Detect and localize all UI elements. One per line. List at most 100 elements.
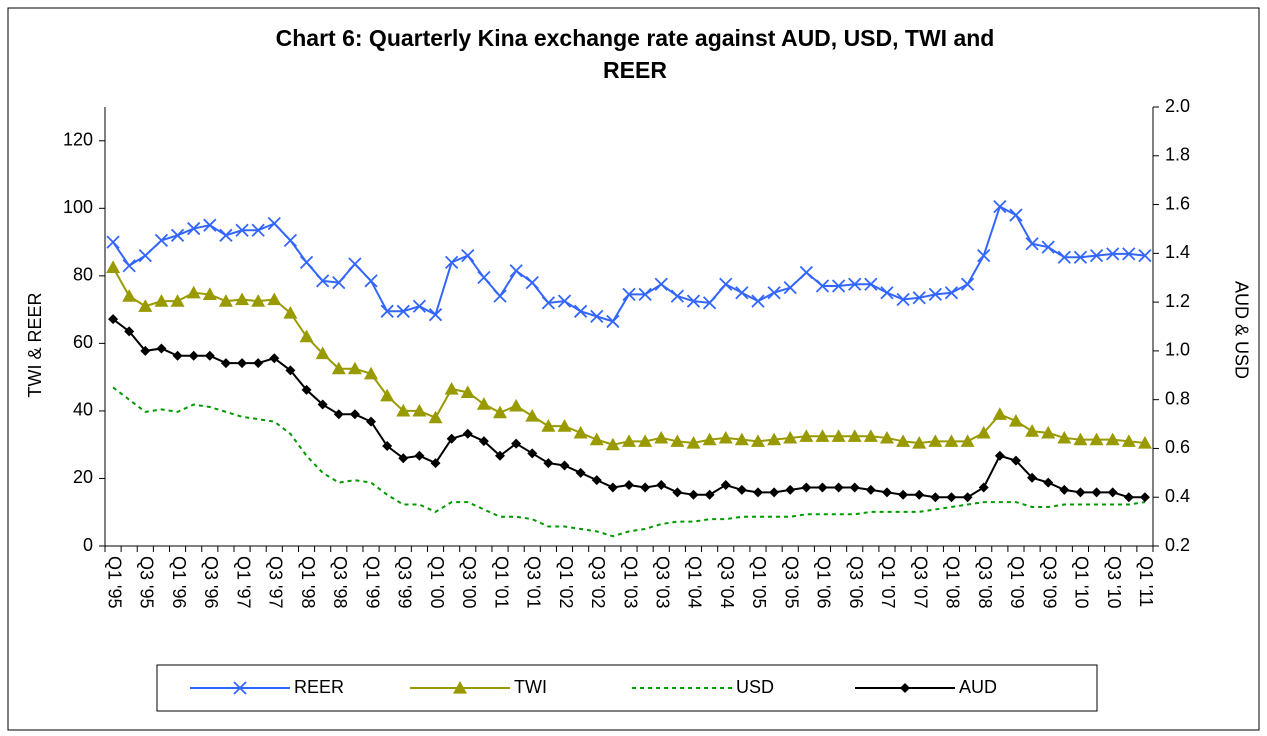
marker	[752, 487, 763, 498]
marker	[106, 260, 121, 274]
marker	[445, 255, 459, 269]
y2-tick-label: 0.8	[1165, 388, 1190, 408]
marker	[896, 292, 910, 307]
marker	[1106, 247, 1120, 261]
marker	[702, 296, 717, 310]
marker	[944, 434, 959, 447]
y2-tick-label: 1.6	[1165, 193, 1190, 213]
x-tick-label: Q1 '97	[233, 556, 253, 608]
marker	[863, 429, 878, 442]
x-tick-label: Q1 '98	[298, 556, 318, 608]
marker	[462, 428, 473, 439]
marker	[235, 292, 250, 306]
marker	[1010, 455, 1021, 466]
y-axis-label: TWI & REER	[25, 292, 45, 397]
marker	[106, 235, 120, 249]
y2-axis-label: AUD & USD	[1231, 281, 1251, 379]
marker	[557, 294, 572, 308]
marker	[831, 429, 846, 442]
marker	[366, 416, 377, 427]
y2-tick-label: 1.0	[1165, 340, 1190, 360]
marker	[881, 487, 892, 498]
marker	[590, 309, 604, 324]
marker	[122, 259, 136, 273]
marker	[1025, 424, 1040, 437]
x-tick-label: Q3 '99	[395, 556, 415, 608]
marker	[541, 419, 556, 432]
marker	[817, 482, 828, 493]
marker	[235, 223, 249, 237]
x-tick-label: Q3 '02	[588, 556, 608, 608]
x-tick-label: Q3 '98	[330, 556, 350, 608]
marker	[900, 683, 910, 693]
x-tick-label: Q3 '97	[266, 556, 286, 608]
x-tick-label: Q3 '03	[652, 556, 672, 608]
marker	[527, 448, 538, 459]
y2-tick-label: 0.6	[1165, 437, 1190, 457]
series-line	[112, 318, 1145, 499]
marker	[1137, 436, 1152, 449]
marker	[446, 433, 457, 444]
x-tick-label: Q1 '00	[427, 556, 447, 608]
x-tick-label: Q3 '06	[846, 556, 866, 608]
marker	[783, 281, 797, 295]
x-tick-label: Q1 '99	[362, 556, 382, 608]
marker	[848, 277, 862, 291]
marker	[573, 304, 588, 318]
marker	[251, 223, 265, 237]
marker	[833, 482, 844, 493]
marker	[380, 388, 395, 402]
marker	[1138, 248, 1152, 263]
marker	[316, 274, 330, 288]
marker	[332, 275, 346, 290]
marker	[315, 346, 330, 360]
x-tick-label: Q3 '95	[137, 556, 157, 608]
marker	[453, 681, 467, 694]
marker	[767, 432, 782, 446]
y2-tick-label: 2.0	[1165, 96, 1190, 116]
marker	[525, 408, 540, 422]
marker	[607, 482, 618, 493]
marker	[1089, 432, 1104, 446]
marker	[493, 289, 507, 303]
legend-label: REER	[294, 677, 344, 697]
x-tick-label: Q3 '08	[975, 556, 995, 608]
marker	[573, 425, 588, 439]
y-tick-label: 20	[73, 467, 93, 487]
marker	[751, 294, 765, 308]
y2-tick-label: 0.4	[1165, 486, 1190, 506]
marker	[218, 294, 233, 307]
marker	[122, 289, 137, 302]
marker	[898, 489, 909, 500]
marker	[186, 285, 201, 299]
marker	[396, 403, 411, 417]
marker	[1059, 484, 1070, 495]
marker	[220, 358, 231, 369]
marker	[638, 434, 653, 447]
marker	[267, 216, 281, 231]
marker	[1073, 250, 1088, 264]
marker	[1057, 250, 1071, 264]
marker	[734, 432, 749, 446]
marker	[589, 432, 604, 446]
marker	[977, 248, 991, 263]
marker	[769, 487, 780, 498]
y-tick-label: 80	[73, 265, 93, 285]
marker	[702, 432, 717, 446]
marker	[849, 482, 860, 493]
marker	[541, 296, 556, 310]
x-tick-label: Q3 '10	[1104, 556, 1124, 608]
marker	[831, 279, 846, 293]
marker	[509, 398, 524, 412]
marker	[624, 480, 634, 491]
marker	[382, 441, 393, 452]
marker	[591, 475, 602, 486]
marker	[1008, 414, 1023, 427]
x-tick-label: Q1 '09	[1007, 556, 1027, 608]
marker	[495, 450, 506, 461]
marker	[686, 436, 701, 449]
marker	[799, 429, 814, 442]
marker	[960, 434, 975, 447]
marker	[736, 484, 747, 495]
marker	[815, 429, 830, 442]
